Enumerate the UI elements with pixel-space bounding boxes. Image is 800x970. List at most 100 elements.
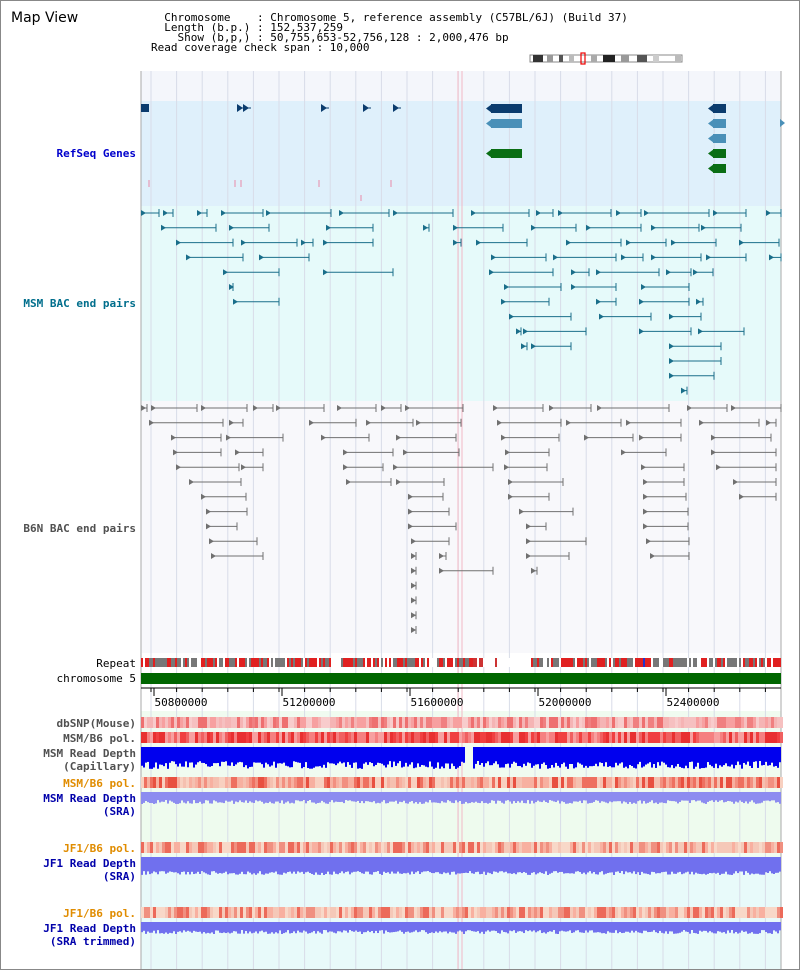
dbsnp-heat-cell [693, 717, 696, 728]
track-label-dbsnp[interactable]: dbSNP(Mouse) [56, 717, 136, 730]
msm-capillary-depth-bar [151, 747, 153, 769]
dbsnp-heat-cell [714, 717, 717, 728]
jf1-b6-pol-heat-cell [501, 842, 504, 853]
jf1-sra-depth-bar [593, 857, 595, 873]
msm-b6-pol-heat-cell [330, 732, 333, 743]
jf1-trim-depth-bar [411, 922, 413, 933]
jf1-b6-pol-heat-cell [270, 842, 273, 853]
jf1-trim-depth-bar [445, 922, 447, 932]
dbsnp-heat-cell [546, 717, 549, 728]
msm-b6-pol-heat-cell [525, 777, 528, 788]
repeat-segment [405, 658, 407, 667]
track-label-jf1-b6-pol-1[interactable]: JF1/B6 pol. [63, 842, 136, 855]
msm-b6-pol-heat-cell [258, 732, 261, 743]
jf1-trim-depth-bar [775, 922, 777, 932]
jf1-b6-pol-heat-cell [732, 842, 735, 853]
msm-b6-pol-heat-cell [264, 732, 267, 743]
repeat-segment [727, 658, 729, 667]
jf1-trim-depth-bar [503, 922, 505, 932]
jf1-b6-pol-heat-cell [582, 907, 585, 918]
msm-b6-pol-heat-cell [738, 732, 741, 743]
jf1-sra-depth-bar [295, 857, 297, 874]
jf1-sra-depth-bar [177, 857, 179, 874]
msm-capillary-depth-bar [695, 747, 697, 767]
track-label-jf1-read-depth-sra[interactable]: JF1 Read Depth [43, 857, 136, 870]
msm-sra-depth-bar [523, 792, 525, 804]
jf1-b6-pol-heat-cell [534, 842, 537, 853]
jf1-sra-depth-bar [191, 857, 193, 872]
b6n-bac-pair-end [276, 405, 281, 411]
track-label-jf1-read-depth-trim[interactable]: JF1 Read Depth [43, 922, 136, 935]
msm-capillary-depth-bar [497, 747, 499, 765]
jf1-b6-pol-heat-cell [465, 842, 468, 853]
msm-capillary-depth-bar [183, 747, 185, 767]
dbsnp-heat-cell [654, 717, 657, 728]
dbsnp-heat-cell [735, 717, 738, 728]
track-label-msm-bac[interactable]: MSM BAC end pairs [23, 297, 136, 310]
msm-sra-depth-bar [425, 792, 427, 802]
dbsnp-heat-cell [561, 717, 564, 728]
msm-sra-depth-bar [171, 792, 173, 802]
jf1-b6-pol-heat-cell [612, 907, 615, 918]
jf1-sra-depth-bar [293, 857, 295, 872]
msm-b6-pol-heat-cell [435, 777, 438, 788]
msm-b6-pol-heat-cell [720, 732, 723, 743]
jf1-sra-depth-bar [553, 857, 555, 872]
dbsnp-heat-cell [540, 717, 543, 728]
msm-b6-pol-heat-cell [531, 777, 534, 788]
msm-bac-pair-end [651, 224, 656, 231]
msm-sra-depth-bar [213, 792, 215, 801]
track-label-jf1-b6-pol-2[interactable]: JF1/B6 pol. [63, 907, 136, 920]
msm-b6-pol-heat-cell [579, 777, 582, 788]
jf1-b6-pol-heat-cell [312, 842, 315, 853]
jf1-trim-depth-bar [205, 922, 207, 934]
msm-b6-pol-heat-cell [774, 777, 777, 788]
jf1-b6-pol-heat-cell [651, 842, 654, 853]
jf1-b6-pol-heat-cell [705, 842, 708, 853]
jf1-b6-pol-heat-cell [639, 907, 642, 918]
dbsnp-heat-cell [333, 717, 336, 728]
msm-capillary-depth-bar [425, 747, 427, 767]
repeat-segment [475, 658, 477, 667]
msm-capillary-depth-bar [157, 747, 159, 769]
jf1-b6-pol-heat-cell [297, 842, 300, 853]
chromosome-ideogram[interactable] [529, 52, 685, 66]
track-label-msm-read-depth-sra[interactable]: MSM Read Depth [43, 792, 136, 805]
track-label-msm-b6-pol-2[interactable]: MSM/B6 pol. [63, 777, 136, 790]
jf1-b6-pol-heat-cell [543, 842, 546, 853]
msm-capillary-depth-bar [625, 747, 627, 767]
msm-sra-depth-bar [397, 792, 399, 804]
jf1-trim-depth-bar [171, 922, 173, 934]
jf1-trim-depth-bar [707, 922, 709, 933]
jf1-b6-pol-heat-cell [474, 842, 477, 853]
b6n-bac-pair-end [253, 405, 258, 411]
msm-sra-depth-bar [493, 792, 495, 801]
track-label-refseq[interactable]: RefSeq Genes [56, 147, 136, 160]
msm-b6-pol-heat-cell [492, 732, 495, 743]
repeat-segment [333, 658, 335, 667]
jf1-b6-pol-heat-cell [540, 907, 543, 918]
msm-b6-pol-heat-cell [255, 732, 258, 743]
msm-b6-pol-heat-cell [318, 732, 321, 743]
track-label-b6n-bac[interactable]: B6N BAC end pairs [23, 522, 136, 535]
jf1-sra-depth-bar [429, 857, 431, 873]
track-label-msm-read-depth-sra-sub: (SRA) [102, 805, 136, 818]
repeat-segment [373, 658, 375, 667]
msm-b6-pol-heat-cell [234, 732, 237, 743]
msm-b6-pol-heat-cell [288, 777, 291, 788]
jf1-b6-pol-heat-cell [600, 907, 603, 918]
msm-capillary-depth-bar [437, 747, 439, 763]
track-label-msm-read-depth-cap[interactable]: MSM Read Depth [43, 747, 136, 760]
msm-b6-pol-heat-cell [579, 732, 582, 743]
msm-sra-depth-bar [257, 792, 259, 802]
repeat-segment [489, 658, 491, 667]
msm-b6-pol-heat-cell [618, 732, 621, 743]
track-label-msm-b6-pol-1[interactable]: MSM/B6 pol. [63, 732, 136, 745]
msm-sra-depth-bar [259, 792, 261, 801]
msm-capillary-depth-bar [459, 747, 461, 767]
jf1-b6-pol-heat-cell [459, 907, 462, 918]
jf1-b6-pol-heat-cell [774, 842, 777, 853]
jf1-trim-depth-bar [773, 922, 775, 931]
repeat-segment [283, 658, 285, 667]
